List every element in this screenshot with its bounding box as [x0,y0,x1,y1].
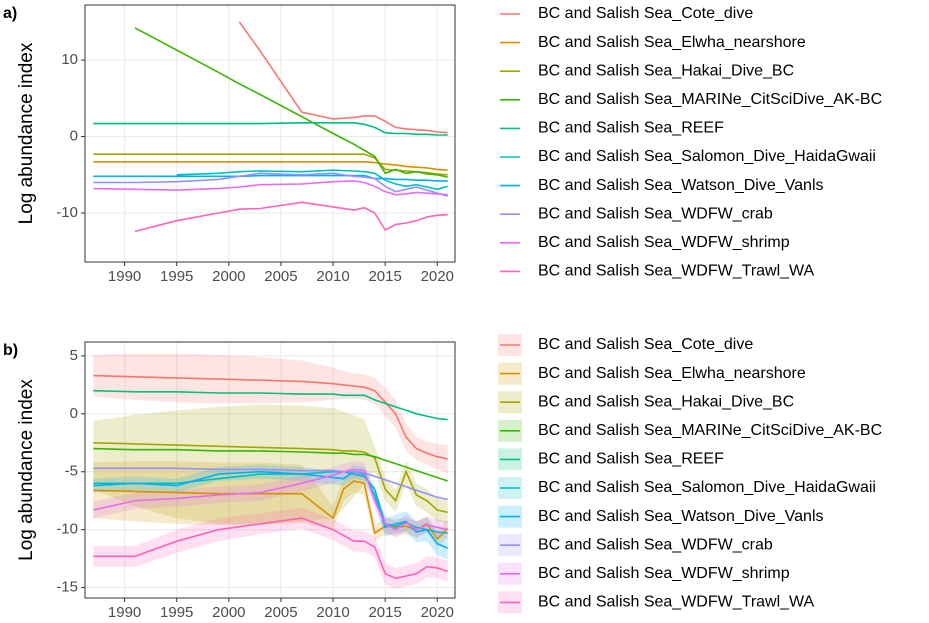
series-line [93,468,448,531]
series-line [93,174,448,182]
legend-label: BC and Salish Sea_Hakai_Dive_BC [538,393,794,410]
series-line [93,122,448,136]
y-axis-title: Log abundance index [16,379,37,561]
y-tick-label: -10 [56,521,78,538]
legend-label: BC and Salish Sea_WDFW_Trawl_WA [538,594,815,611]
legend-label: BC and Salish Sea_Hakai_Dive_BC [538,62,794,79]
x-tick-label: 2015 [368,604,401,621]
legend-label: BC and Salish Sea_Salomon_Dive_HaidaGwai… [538,148,876,165]
x-tick-label: 2005 [264,268,297,285]
series-line [93,447,448,482]
legend-label: BC and Salish Sea_REEF [538,451,724,468]
y-axis-title: Log abundance index [16,42,37,224]
series-line [93,180,448,196]
legend-label: BC and Salish Sea_Elwha_nearshore [538,365,806,382]
legend-label: BC and Salish Sea_WDFW_shrimp [538,565,790,582]
x-tick-label: 2010 [316,268,349,285]
legend-label: BC and Salish Sea_Watson_Dive_Vanls [538,508,824,525]
series-line [134,201,448,233]
panel-tag: b) [3,342,18,359]
series-line [93,442,448,514]
series-line [93,517,448,580]
x-tick-label: 2000 [212,604,245,621]
x-tick-label: 1990 [108,604,141,621]
legend-label: BC and Salish Sea_WDFW_Trawl_WA [538,263,815,280]
series-line [93,374,448,460]
x-tick-label: 1995 [160,604,193,621]
y-tick-label: -10 [56,204,78,221]
ribbon [93,404,448,524]
legend-label: BC and Salish Sea_Salomon_Dive_HaidaGwai… [538,479,876,496]
x-tick-label: 2010 [316,604,349,621]
legend-label: BC and Salish Sea_REEF [538,120,724,137]
y-tick-label: 0 [70,405,78,422]
panel-border [84,341,456,599]
panel-border [84,4,456,263]
legend-label: BC and Salish Sea_WDFW_crab [538,536,773,553]
y-tick-label: -5 [65,463,78,480]
x-tick-label: 2000 [212,268,245,285]
x-tick-label: 2020 [421,268,454,285]
legend-label: BC and Salish Sea_Watson_Dive_Vanls [538,177,824,194]
legend-label: BC and Salish Sea_MARINe_CitSciDive_AK-B… [538,91,882,108]
x-tick-label: 1990 [108,268,141,285]
series-line [238,21,448,134]
legend-label: BC and Salish Sea_Cote_dive [538,5,753,22]
legend-label: BC and Salish Sea_Elwha_nearshore [538,34,806,51]
ribbon [93,507,448,589]
legend-label: BC and Salish Sea_WDFW_crab [538,205,773,222]
y-tick-label: 10 [61,51,78,68]
legend-label: BC and Salish Sea_MARINe_CitSciDive_AK-B… [538,422,882,439]
series-line [176,169,448,191]
ribbon [93,464,448,560]
y-tick-label: -15 [56,579,78,596]
series-line [93,470,448,534]
series-line [93,389,448,421]
y-tick-label: 0 [70,128,78,145]
series-line [93,172,448,197]
legend-label: BC and Salish Sea_WDFW_shrimp [538,234,790,251]
x-tick-label: 2020 [421,604,454,621]
x-tick-label: 2005 [264,604,297,621]
series-line [93,467,448,501]
panel-tag: a) [3,5,17,22]
y-tick-label: 5 [70,347,78,364]
legend-label: BC and Salish Sea_Cote_dive [538,336,753,353]
x-tick-label: 1995 [160,268,193,285]
series-line [93,161,448,171]
x-tick-label: 2015 [368,268,401,285]
series-line [134,27,448,178]
ribbon [93,353,448,473]
